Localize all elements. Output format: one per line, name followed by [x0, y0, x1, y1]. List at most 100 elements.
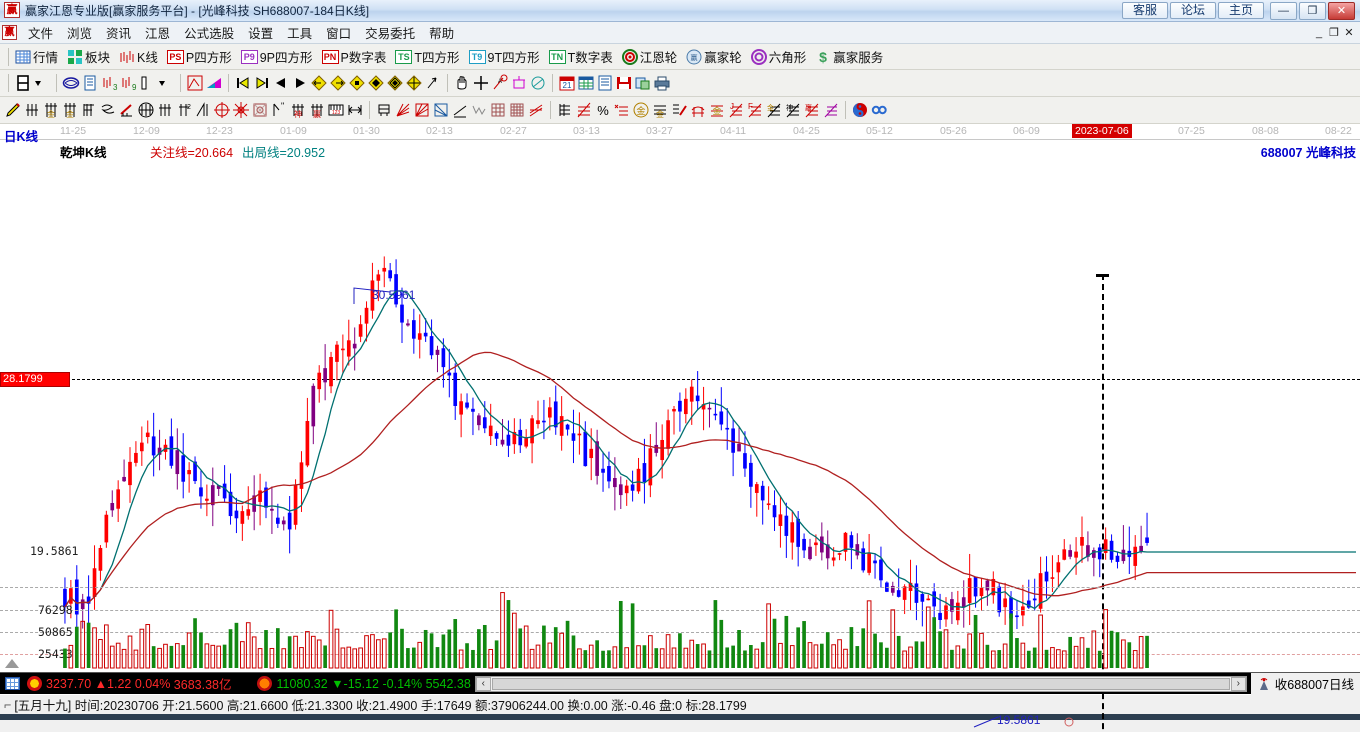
menu-item-trading[interactable]: 交易委托	[365, 27, 416, 41]
mdi-minimize-button[interactable]: _	[1315, 26, 1323, 39]
customer-service-button[interactable]: 客服	[1122, 2, 1168, 19]
angle-icon[interactable]	[194, 101, 212, 119]
scroll-right-button[interactable]: ›	[1230, 676, 1246, 691]
span-icon[interactable]	[346, 101, 364, 119]
box-fan-icon[interactable]	[432, 101, 450, 119]
gold-circle-icon[interactable]: 金	[632, 101, 650, 119]
ying-icon[interactable]: 赢	[308, 101, 326, 119]
hand-icon[interactable]	[453, 74, 471, 92]
shen-lines-icon[interactable]: 神	[784, 101, 802, 119]
diamond-dot-icon[interactable]	[348, 74, 366, 92]
menu-item-formula-screen[interactable]: 公式选股	[184, 27, 235, 41]
toolbar-button-9t-square[interactable]: T9 9T四方形	[468, 47, 547, 66]
crown-icon[interactable]	[510, 74, 528, 92]
prev-icon[interactable]	[272, 74, 290, 92]
mdi-restore-button[interactable]: ❐	[1329, 27, 1339, 39]
day-period-icon[interactable]	[14, 74, 32, 92]
infinity-icon[interactable]	[870, 101, 888, 119]
lasso-icon[interactable]	[529, 74, 547, 92]
toolbar-button-kline[interactable]: K线	[118, 47, 165, 66]
parallel-icon[interactable]	[527, 101, 545, 119]
document-icon[interactable]	[81, 74, 99, 92]
menu-item-help[interactable]: 帮助	[429, 27, 455, 41]
target-icon[interactable]	[213, 101, 231, 119]
fan-lines-icon[interactable]	[394, 101, 412, 119]
grid2-icon[interactable]	[508, 101, 526, 119]
toolbar-button-t-table[interactable]: TN T数字表	[548, 47, 620, 66]
status-scrollbar[interactable]: ‹ ›	[474, 675, 1247, 692]
si-lines-icon[interactable]	[822, 101, 840, 119]
percent-icon[interactable]: %	[594, 101, 612, 119]
diamond-right-icon[interactable]	[329, 74, 347, 92]
gold-box-icon[interactable]: 金	[708, 101, 726, 119]
dropdown-caret-icon[interactable]	[33, 74, 51, 92]
gold-fan2-icon[interactable]: 金	[61, 101, 79, 119]
comb-icon[interactable]	[156, 101, 174, 119]
arc-red-icon[interactable]	[689, 101, 707, 119]
kline9-icon[interactable]: 9	[119, 74, 137, 92]
save-icon[interactable]	[615, 74, 633, 92]
toolbar-button-gann-wheel[interactable]: 江恩轮	[621, 47, 685, 66]
scroll-left-button[interactable]: ‹	[475, 676, 491, 691]
crosshair-icon[interactable]	[472, 74, 490, 92]
toolbar-button-winner-wheel[interactable]: 赢 赢家轮	[685, 47, 749, 66]
shen-icon[interactable]: 神	[289, 101, 307, 119]
j-lines-icon[interactable]: J	[727, 101, 745, 119]
close-button[interactable]: ✕	[1328, 1, 1355, 20]
box-target-icon[interactable]	[251, 101, 269, 119]
kline3-icon[interactable]: 3	[100, 74, 118, 92]
sun-target-icon[interactable]	[232, 101, 250, 119]
f-grid-icon[interactable]	[80, 101, 98, 119]
chart-area[interactable]: 日K线 11-25 12-09 12-23 01-09 01-30 02-13 …	[0, 124, 1360, 732]
pin-icon[interactable]: A	[491, 74, 509, 92]
menu-item-tools[interactable]: 工具	[287, 27, 313, 41]
infinity-oval-icon[interactable]	[62, 74, 80, 92]
mdi-close-button[interactable]: ✕	[1344, 27, 1354, 39]
gold-lines-icon[interactable]: 金	[765, 101, 783, 119]
arrow-icon[interactable]	[424, 74, 442, 92]
copy-icon[interactable]	[634, 74, 652, 92]
pen2-icon[interactable]	[118, 101, 136, 119]
overlay-icon[interactable]	[186, 74, 204, 92]
table-icon[interactable]	[577, 74, 595, 92]
percent-line-icon[interactable]	[613, 101, 631, 119]
ying-lines-icon[interactable]: 赢	[803, 101, 821, 119]
report-icon[interactable]	[596, 74, 614, 92]
toolbar-button-quote[interactable]: 行情	[14, 47, 65, 66]
spectrum-icon[interactable]	[205, 74, 223, 92]
trend-line-icon[interactable]	[451, 101, 469, 119]
forum-button[interactable]: 论坛	[1170, 2, 1216, 19]
menu-item-window[interactable]: 窗口	[326, 27, 352, 41]
menu-item-file[interactable]: 文件	[28, 27, 54, 41]
scroll-thumb[interactable]	[491, 677, 1230, 690]
fork-icon[interactable]	[23, 101, 41, 119]
toolbar-button-hexagon[interactable]: 六角形	[750, 47, 814, 66]
circle-grid-icon[interactable]	[137, 101, 155, 119]
gold-ladder-icon[interactable]: 金	[651, 101, 669, 119]
toolbar-button-sector[interactable]: 板块	[66, 47, 117, 66]
quote-list-icon[interactable]	[5, 677, 20, 690]
first-page-icon[interactable]	[234, 74, 252, 92]
pen-gold-icon[interactable]	[670, 101, 688, 119]
toolbar-button-p-table[interactable]: PN P数字表	[321, 47, 394, 66]
grid1-icon[interactable]	[489, 101, 507, 119]
dropdown-caret2-icon[interactable]	[157, 74, 175, 92]
quote-mark-icon[interactable]: "	[270, 101, 288, 119]
current-chart-label-wrap[interactable]: 收688007日线	[1250, 672, 1360, 695]
menu-item-settings[interactable]: 设置	[248, 27, 274, 41]
pen-icon[interactable]	[4, 101, 22, 119]
diamond-square-icon[interactable]	[367, 74, 385, 92]
menu-item-browse[interactable]: 浏览	[67, 27, 93, 41]
minimize-button[interactable]: —	[1270, 1, 1297, 20]
last-page-icon[interactable]	[253, 74, 271, 92]
toolbar-button-p-square[interactable]: PS P四方形	[166, 47, 239, 66]
table-tool-icon[interactable]	[375, 101, 393, 119]
toolbar-button-t-square[interactable]: TS T四方形	[394, 47, 466, 66]
arc-fan-icon[interactable]	[413, 101, 431, 119]
print-icon[interactable]	[653, 74, 671, 92]
homepage-button[interactable]: 主页	[1218, 2, 1264, 19]
diamond-left-icon[interactable]	[310, 74, 328, 92]
wave-icon[interactable]	[99, 101, 117, 119]
f-lines-icon[interactable]: F	[746, 101, 764, 119]
zigzag-icon[interactable]	[470, 101, 488, 119]
